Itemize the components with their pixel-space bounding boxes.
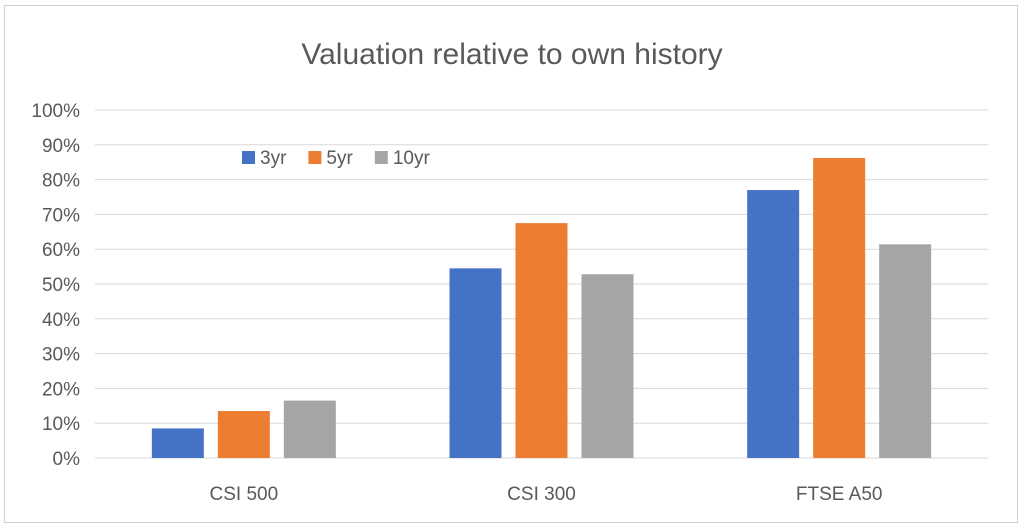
bar-10yr-csi-300 [581, 274, 634, 458]
y-tick-label: 60% [42, 240, 80, 261]
x-category-label: FTSE A50 [796, 484, 883, 505]
x-category-label: CSI 500 [210, 484, 279, 505]
y-tick-label: 90% [42, 136, 80, 157]
legend-label: 10yr [393, 148, 431, 169]
y-tick-label: 30% [42, 345, 80, 366]
bar-3yr-ftse-a50 [747, 190, 800, 459]
x-axis-categories: CSI 500 CSI 300 FTSE A50 [210, 484, 883, 505]
bars [151, 158, 932, 459]
bar-10yr-csi-500 [283, 400, 336, 458]
bar-5yr-csi-300 [515, 223, 568, 458]
y-tick-label: 70% [42, 205, 80, 226]
legend-swatch [242, 151, 255, 164]
y-tick-label: 0% [53, 449, 81, 470]
y-tick-label: 80% [42, 171, 80, 192]
y-tick-label: 100% [31, 101, 80, 122]
legend-label: 3yr [260, 148, 287, 169]
y-tick-label: 20% [42, 379, 80, 400]
y-axis-ticks: 0% 10% 20% 30% 40% 50% 60% 70% 80% 90% 100% [31, 101, 80, 470]
bar-3yr-csi-500 [151, 428, 204, 458]
bar-10yr-ftse-a50 [879, 244, 932, 458]
legend-label: 5yr [326, 148, 353, 169]
y-tick-label: 40% [42, 310, 80, 331]
legend-swatch [308, 151, 322, 164]
legend: 3yr 5yr 10yr [242, 148, 430, 169]
bar-5yr-ftse-a50 [813, 158, 866, 459]
bar-3yr-csi-300 [449, 268, 502, 458]
x-category-label: CSI 300 [507, 484, 576, 505]
y-tick-label: 10% [42, 414, 80, 435]
chart-title: Valuation relative to own history [301, 38, 722, 71]
legend-swatch [374, 151, 388, 164]
bar-5yr-csi-500 [217, 411, 270, 458]
y-tick-label: 50% [42, 275, 80, 296]
